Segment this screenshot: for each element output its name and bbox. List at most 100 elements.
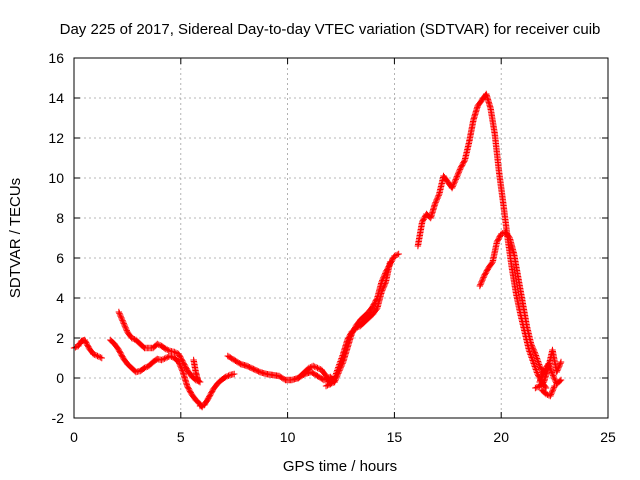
data-point bbox=[451, 177, 459, 185]
data-point bbox=[334, 367, 341, 374]
data-point bbox=[332, 370, 340, 377]
data-point bbox=[91, 351, 98, 358]
data-point bbox=[553, 368, 560, 376]
data-point bbox=[344, 336, 351, 344]
data-point bbox=[182, 364, 189, 371]
data-point bbox=[159, 356, 167, 363]
grid-lines bbox=[74, 58, 608, 418]
data-point bbox=[434, 195, 441, 202]
data-point bbox=[551, 382, 558, 390]
y-tick-label: 4 bbox=[56, 290, 64, 306]
data-point bbox=[155, 341, 162, 348]
data-point bbox=[381, 281, 388, 289]
data-point bbox=[550, 384, 558, 391]
data-point bbox=[223, 373, 231, 380]
data-point bbox=[533, 355, 541, 362]
y-tick-label: 6 bbox=[56, 250, 64, 266]
data-point bbox=[533, 353, 540, 361]
data-point bbox=[557, 358, 565, 366]
data-point bbox=[184, 382, 191, 390]
data-point bbox=[542, 390, 550, 398]
data-point bbox=[534, 358, 542, 365]
data-point bbox=[335, 362, 343, 370]
data-point bbox=[336, 359, 344, 367]
data-point bbox=[433, 196, 441, 203]
data-point bbox=[556, 361, 563, 369]
data-point bbox=[117, 350, 125, 358]
x-tick-label: 15 bbox=[387, 429, 403, 445]
data-point bbox=[496, 233, 503, 240]
data-point bbox=[530, 346, 537, 353]
data-point bbox=[339, 352, 346, 359]
data-point bbox=[453, 173, 461, 180]
data-point bbox=[459, 160, 466, 168]
data-point bbox=[389, 255, 397, 262]
data-point bbox=[533, 369, 541, 376]
data-point bbox=[168, 353, 175, 360]
data-point bbox=[547, 391, 555, 398]
y-tick-label: 0 bbox=[56, 370, 64, 386]
data-point bbox=[479, 277, 486, 284]
data-point bbox=[379, 285, 387, 293]
data-point bbox=[533, 367, 540, 375]
x-tick-label: 20 bbox=[493, 429, 509, 445]
data-point bbox=[532, 366, 540, 373]
data-point bbox=[534, 370, 541, 378]
data-point bbox=[315, 365, 323, 372]
data-point bbox=[323, 374, 330, 381]
data-point bbox=[186, 388, 194, 395]
data-point bbox=[449, 183, 456, 190]
data-point bbox=[314, 364, 321, 372]
chart-title: Day 225 of 2017, Sidereal Day-to-day VTE… bbox=[60, 21, 601, 38]
data-point bbox=[322, 382, 330, 390]
data-point bbox=[97, 354, 104, 361]
data-point bbox=[555, 363, 563, 370]
data-point bbox=[164, 346, 171, 353]
data-point bbox=[322, 372, 330, 380]
data-point bbox=[394, 251, 401, 258]
data-point bbox=[483, 267, 491, 274]
y-tick-label: -2 bbox=[52, 410, 65, 426]
data-point bbox=[548, 389, 555, 397]
x-tick-label: 25 bbox=[600, 429, 616, 445]
data-point bbox=[184, 384, 192, 391]
data-point bbox=[378, 288, 385, 296]
data-point bbox=[98, 354, 105, 362]
data-point bbox=[534, 356, 541, 364]
data-point bbox=[551, 375, 558, 382]
x-tick-label: 0 bbox=[70, 429, 78, 445]
data-point bbox=[118, 352, 125, 359]
data-point bbox=[392, 252, 400, 259]
data-point bbox=[141, 364, 148, 372]
data-point bbox=[90, 350, 97, 358]
data-point bbox=[154, 340, 161, 348]
data-point bbox=[225, 372, 232, 379]
data-point bbox=[498, 230, 505, 238]
data-point bbox=[373, 306, 380, 313]
data-point bbox=[420, 216, 427, 223]
data-point bbox=[310, 362, 317, 370]
data-point bbox=[532, 364, 539, 372]
data-point bbox=[181, 362, 189, 370]
data-point bbox=[547, 392, 554, 400]
data-point bbox=[338, 355, 345, 362]
data-point bbox=[307, 364, 314, 371]
data-point bbox=[336, 361, 343, 368]
data-point bbox=[556, 377, 564, 385]
data-point bbox=[529, 345, 537, 352]
data-point bbox=[494, 237, 501, 244]
data-point bbox=[175, 350, 182, 358]
data-point bbox=[480, 272, 488, 280]
data-point bbox=[354, 324, 361, 331]
data-point bbox=[533, 384, 540, 391]
data-point bbox=[535, 361, 543, 368]
data-series-11 bbox=[532, 346, 565, 392]
data-point bbox=[338, 353, 346, 361]
data-point bbox=[206, 392, 214, 399]
data-point bbox=[337, 358, 344, 365]
y-tick-label: 12 bbox=[48, 130, 64, 146]
data-point bbox=[480, 274, 487, 281]
data-point bbox=[478, 278, 485, 285]
data-point bbox=[450, 180, 458, 187]
